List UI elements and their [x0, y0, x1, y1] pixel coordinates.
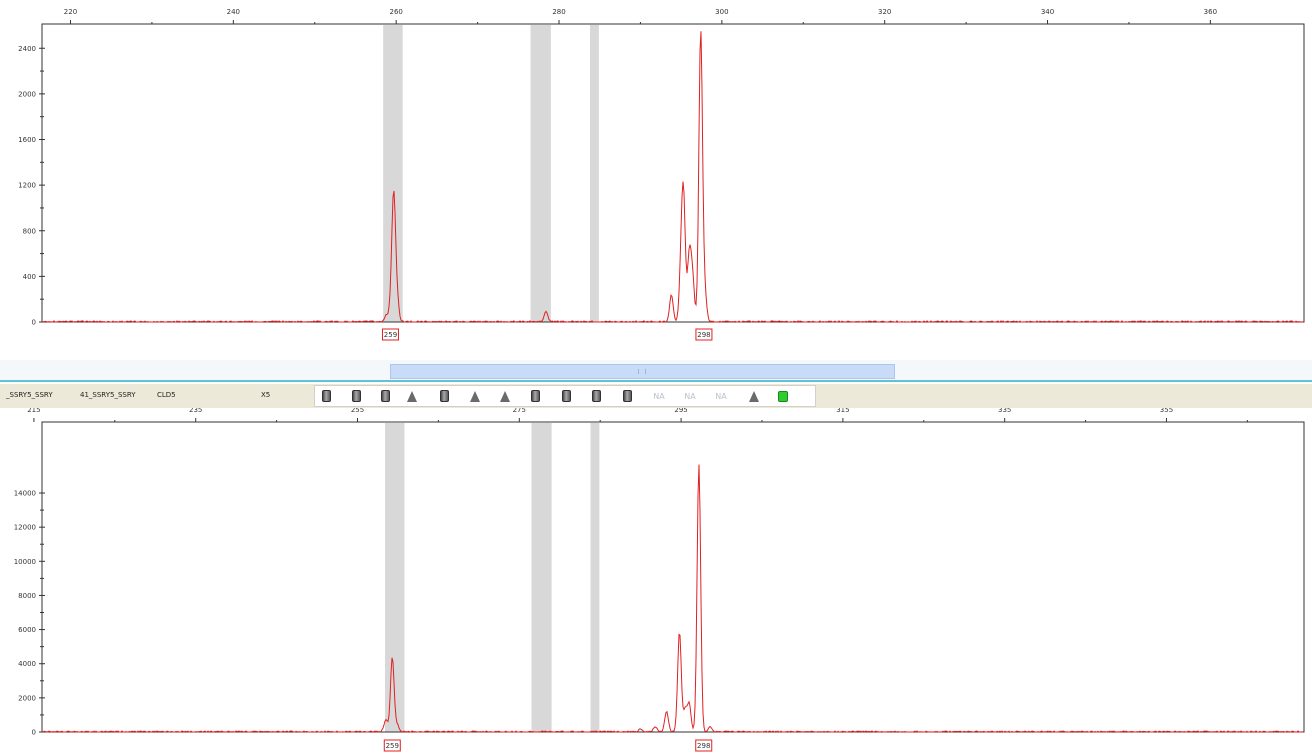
x-tick-label: 280 [552, 8, 565, 16]
y-tick-label: 4000 [18, 660, 36, 668]
allele-label-box[interactable] [381, 328, 399, 341]
cylinder-shape [380, 390, 390, 402]
na-label: NA [684, 391, 696, 401]
y-tick-label: 6000 [18, 626, 36, 634]
x-tick-label: 235 [189, 408, 202, 414]
y-tick-label: 800 [23, 227, 36, 235]
bin-marker [530, 25, 551, 322]
x-tick-label: 295 [674, 408, 687, 414]
plot-frame [41, 421, 1305, 733]
cylinder-shape [439, 390, 449, 402]
horizontal-scrollbar[interactable] [0, 360, 1312, 382]
triangle-icon[interactable] [405, 389, 419, 403]
cylinder-icon[interactable] [319, 389, 333, 403]
na-label: NA [715, 391, 727, 401]
cylinder-icon[interactable] [559, 389, 573, 403]
cylinder-shape [351, 390, 361, 402]
bin-marker [589, 25, 599, 322]
na-label: NA [653, 391, 665, 401]
x-tick-label: 355 [1160, 408, 1173, 414]
allele-label-box[interactable] [695, 328, 713, 341]
electropherogram-top: 220 240 260 280 300 320 340 360 0 400 800 1200 1600 2… [18, 8, 1305, 341]
green-square [778, 390, 788, 402]
well-id: X5 [261, 391, 271, 399]
y-tick-label: 2400 [18, 45, 36, 53]
y-tick-label: 0 [32, 729, 36, 737]
x-tick-label: 315 [836, 408, 849, 414]
status-ok-icon[interactable] [776, 389, 790, 403]
cylinder-icon[interactable] [378, 389, 392, 403]
allele-label: 298 [697, 742, 710, 750]
na-cell[interactable]: NA [714, 389, 728, 403]
triangle-shape [500, 390, 510, 402]
x-tick-label: 240 [227, 8, 240, 16]
triangle-icon[interactable] [747, 389, 761, 403]
dye-name: CLD5 [157, 391, 176, 399]
x-tick-label: 215 [27, 408, 40, 414]
allele-label: 259 [384, 331, 397, 339]
triangle-shape [470, 390, 480, 402]
allele-label-box[interactable] [383, 739, 401, 752]
cylinder-icon[interactable] [437, 389, 451, 403]
y-tick-label: 1200 [18, 182, 36, 190]
marker-name: _SSRY5_SSRY [6, 391, 53, 399]
cylinder-icon[interactable] [349, 389, 363, 403]
triangle-shape [749, 390, 759, 402]
cylinder-icon[interactable] [589, 389, 603, 403]
x-tick-label: 300 [715, 8, 728, 16]
na-cell[interactable]: NA [683, 389, 697, 403]
triangle-shape [407, 390, 417, 402]
allele-label: 298 [697, 331, 710, 339]
cylinder-icon[interactable] [528, 389, 542, 403]
bin-marker [383, 25, 403, 322]
sample-info-row: _SSRY5_SSRY 41_SSRY5_SSRY CLD5 X5 NA NA NA [0, 384, 1312, 408]
allele-label-box[interactable] [695, 739, 713, 752]
scroll-thumb[interactable] [390, 364, 895, 379]
cylinder-shape [591, 390, 601, 402]
bin-marker [531, 423, 552, 732]
electropherogram-bottom: 2152352552752953153353553750200040006000… [14, 408, 1305, 752]
x-tick-label: 255 [351, 408, 364, 414]
y-tick-label: 12000 [14, 524, 36, 532]
x-tick-label: 340 [1041, 8, 1054, 16]
x-tick-label: 335 [998, 408, 1011, 414]
x-tick-label: 320 [878, 8, 891, 16]
x-tick-label: 220 [64, 8, 77, 16]
signal-trace [42, 464, 1304, 733]
bin-marker [385, 423, 405, 732]
genotype-cells: NA NA NA [314, 385, 816, 407]
bin-marker [590, 423, 600, 732]
x-tick-label: 260 [389, 8, 402, 16]
y-tick-label: 400 [23, 273, 36, 281]
cylinder-shape [321, 390, 331, 402]
y-tick-label: 2000 [18, 694, 36, 702]
cylinder-shape [530, 390, 540, 402]
x-tick-label: 360 [1204, 8, 1217, 16]
y-tick-label: 1600 [18, 136, 36, 144]
cylinder-shape [622, 390, 632, 402]
na-cell[interactable]: NA [652, 389, 666, 403]
plot-frame [41, 23, 1305, 323]
y-tick-label: 8000 [18, 592, 36, 600]
x-tick-label: 275 [513, 408, 526, 414]
y-tick-label: 0 [32, 319, 36, 327]
y-tick-label: 2000 [18, 90, 36, 98]
y-tick-label: 10000 [14, 558, 36, 566]
triangle-icon[interactable] [498, 389, 512, 403]
signal-trace [42, 31, 1304, 323]
y-tick-label: 14000 [14, 490, 36, 498]
triangle-icon[interactable] [468, 389, 482, 403]
allele-label: 259 [386, 742, 399, 750]
cylinder-icon[interactable] [620, 389, 634, 403]
sample-name: 41_SSRY5_SSRY [80, 391, 136, 399]
scroll-grip-icon [638, 369, 646, 374]
cylinder-shape [561, 390, 571, 402]
